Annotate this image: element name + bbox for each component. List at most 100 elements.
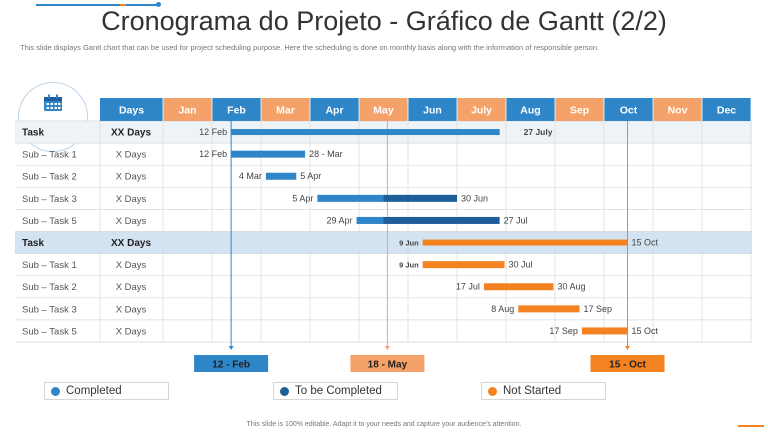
bar-start-label: 9 Jun [399, 261, 419, 270]
legend-to-be-completed-label: To be Completed [295, 385, 382, 397]
header-month-cell [261, 98, 310, 121]
header-month-cell [310, 98, 359, 121]
bar-start-label: 12 Feb [199, 149, 227, 159]
header-days-cell [100, 98, 163, 121]
milestone-label: 18 - May [368, 360, 408, 371]
legend-completed: Completed [44, 382, 169, 400]
header-month-label: Aug [520, 105, 540, 117]
gantt-bar [317, 194, 384, 202]
gantt-bar [483, 283, 554, 291]
legend-completed-dot [51, 386, 60, 396]
row-days: X Days [116, 326, 147, 337]
gantt-bar [518, 305, 580, 313]
header-month-label: Oct [620, 105, 638, 117]
top-accent-line [36, 2, 161, 7]
header-month-label: Dec [717, 105, 736, 117]
gantt-bar [265, 172, 297, 180]
gantt-bar [422, 239, 628, 246]
bar-start-label: 17 Jul [456, 282, 480, 292]
bar-start-label: 8 Aug [491, 304, 514, 314]
page-subtitle: This slide displays Gantt chart that can… [20, 43, 600, 52]
header-month-label: Nov [668, 105, 688, 117]
milestone-arrow [625, 346, 631, 350]
header-month-cell [653, 98, 702, 121]
legend-not-started: Not Started [481, 382, 606, 400]
header-month-label: Jun [423, 105, 442, 117]
bar-end-label: 28 - Mar [309, 149, 343, 159]
header-month-label: Apr [325, 105, 343, 117]
page-title: Cronograma do Projeto - Gráfico de Gantt… [101, 6, 667, 36]
header-month-cell [555, 98, 604, 121]
row-task-name: Sub – Task 2 [22, 172, 77, 183]
bar-end-label: 30 Jun [461, 193, 488, 203]
row-days: XX Days [111, 238, 151, 249]
bar-end-label: 27 Jul [504, 215, 528, 225]
legend-not-started-label: Not Started [503, 385, 562, 397]
gantt-bar [383, 194, 457, 202]
bar-end-label: 15 Oct [632, 238, 659, 248]
bar-start-label: 17 Sep [549, 326, 578, 336]
milestone-box [194, 355, 269, 372]
row-task-name: Task [22, 128, 44, 139]
bar-start-label: 4 Mar [239, 171, 262, 181]
legend-not-started-dot [488, 386, 497, 396]
row-days: X Days [116, 282, 147, 293]
row-task-name: Sub – Task 1 [22, 260, 77, 271]
top-accent-dot [156, 2, 161, 7]
row-days: X Days [116, 216, 147, 227]
row-task-name: Sub – Task 1 [22, 150, 77, 161]
bar-end-label: 27 July [524, 127, 553, 137]
page-footer: This slide is 100% editable. Adapt it to… [246, 421, 522, 428]
row-task-name: Sub – Task 5 [22, 216, 77, 227]
bar-end-label: 17 Sep [584, 304, 613, 314]
legend-completed-label: Completed [66, 385, 122, 397]
row-days: XX Days [111, 128, 151, 139]
header-month-cell [163, 98, 212, 121]
milestone-arrow [228, 346, 234, 350]
header-month-cell [702, 98, 751, 121]
row-task-name: Sub – Task 3 [22, 304, 77, 315]
milestone-box [350, 355, 425, 372]
row-days: X Days [116, 172, 147, 183]
header-month-cell [506, 98, 555, 121]
bar-start-label: 9 Jun [399, 239, 419, 248]
row-task-name: Task [22, 238, 44, 249]
row-days: X Days [116, 194, 147, 205]
header-month-cell [408, 98, 457, 121]
header-month-label: Jan [178, 105, 196, 117]
gantt-bar [231, 150, 306, 158]
milestone-label: 12 - Feb [212, 360, 250, 371]
legend-to-be-completed-dot [280, 386, 289, 396]
milestone-label: 15 - Oct [609, 360, 646, 371]
calendar-icon [44, 94, 62, 111]
bar-end-label: 30 Aug [558, 282, 586, 292]
bar-end-label: 30 Jul [509, 260, 533, 270]
header-month-label: July [471, 105, 492, 117]
top-accent-orange [120, 4, 126, 6]
gantt-bar [581, 327, 628, 335]
row-days: X Days [116, 150, 147, 161]
gantt-bar [422, 261, 505, 269]
row-task-name: Sub – Task 3 [22, 194, 77, 205]
milestone-box [590, 355, 665, 372]
gantt-bar [383, 216, 500, 224]
header-days-label: Days [119, 105, 144, 117]
header-month-cell [604, 98, 653, 121]
header-month-label: Feb [227, 105, 246, 117]
row-days: X Days [116, 304, 147, 315]
header-month-label: Mar [276, 105, 295, 117]
row-task-name: Sub – Task 5 [22, 326, 77, 337]
milestone-arrow [384, 346, 390, 350]
row-group-background [15, 231, 752, 254]
row-days: X Days [116, 260, 147, 271]
bar-start-label: 29 Apr [327, 215, 353, 225]
row-task-name: Sub – Task 2 [22, 282, 77, 293]
bar-end-label: 5 Apr [300, 171, 321, 181]
bar-start-label: 12 Feb [199, 127, 227, 137]
bar-start-label: 5 Apr [292, 193, 313, 203]
header-month-cell [212, 98, 261, 121]
header-month-cell [359, 98, 408, 121]
bar-end-label: 15 Oct [632, 326, 659, 336]
gantt-bar [231, 129, 500, 136]
